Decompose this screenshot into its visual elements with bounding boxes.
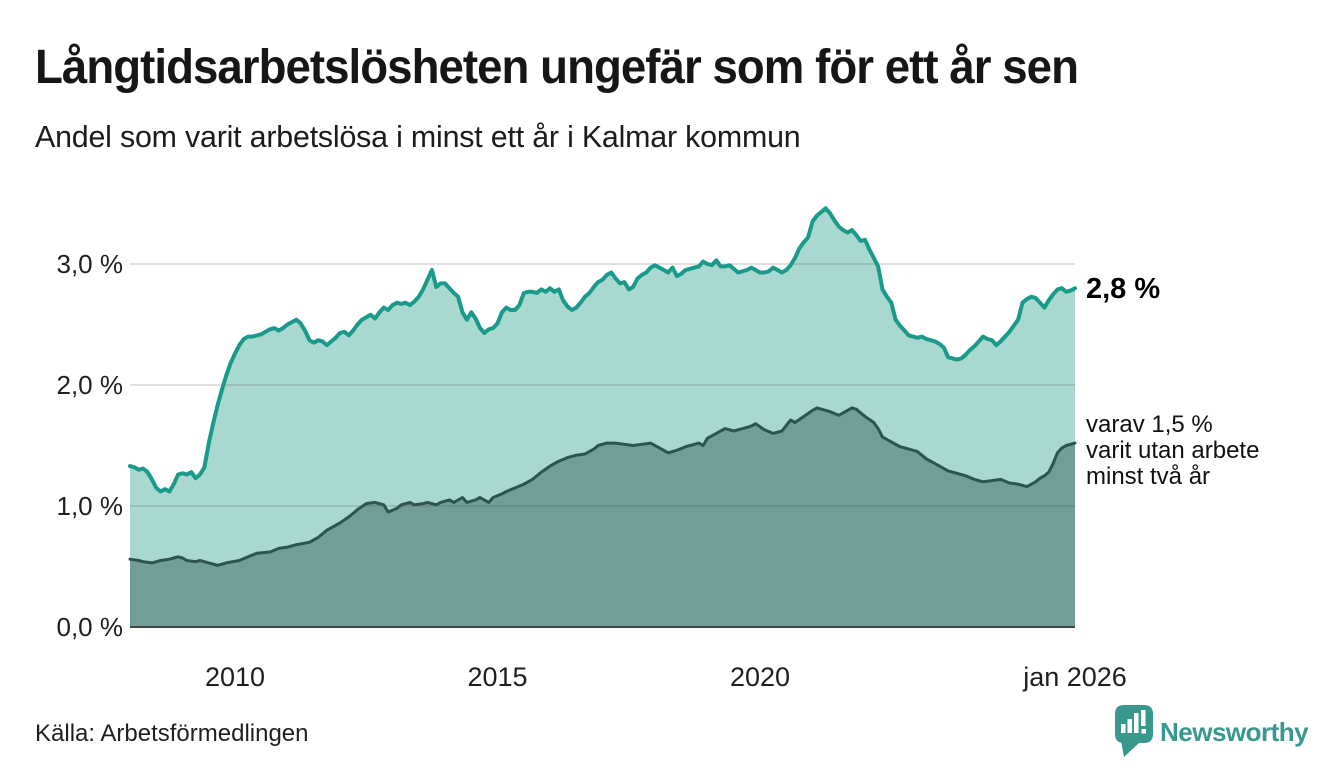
y-tick-label: 1,0 %	[56, 491, 124, 521]
x-tick-label: 2010	[204, 662, 266, 692]
annotation-line: varit utan arbete	[1086, 437, 1260, 464]
logo-bar	[1127, 719, 1132, 733]
logo-exclamation-dot	[1141, 729, 1146, 734]
page-subtitle: Andel som varit arbetslösa i minst ett å…	[35, 119, 801, 154]
annotation-latest-total: 2,8 %	[1086, 273, 1161, 305]
newsworthy-logo-text: Newsworthy	[1160, 717, 1309, 747]
source-note: Källa: Arbetsförmedlingen	[35, 720, 309, 747]
y-tick-label: 2,0 %	[56, 370, 124, 400]
area-two-years	[130, 408, 1075, 627]
logo-bar	[1121, 724, 1126, 733]
x-tick-label: jan 2026	[1023, 662, 1127, 692]
y-tick-label: 0,0 %	[56, 612, 124, 642]
newsworthy-logo-tail	[1121, 741, 1139, 757]
annotation-latest-two-years: varav 1,5 % varit utan arbete minst två …	[1086, 412, 1259, 490]
logo-bar	[1134, 713, 1139, 733]
x-tick-label: 2015	[467, 662, 528, 692]
annotation-line: minst två år	[1086, 463, 1211, 490]
page-title: Långtidsarbetslösheten ungefär som för e…	[35, 41, 1079, 94]
x-tick-label: 2020	[729, 662, 791, 692]
line-total	[128, 206, 1077, 494]
logo-exclamation	[1141, 710, 1146, 726]
line-two-years	[128, 406, 1077, 567]
y-tick-label: 3,0 %	[56, 249, 124, 279]
annotation-line: varav 1,5 %	[1086, 411, 1213, 438]
